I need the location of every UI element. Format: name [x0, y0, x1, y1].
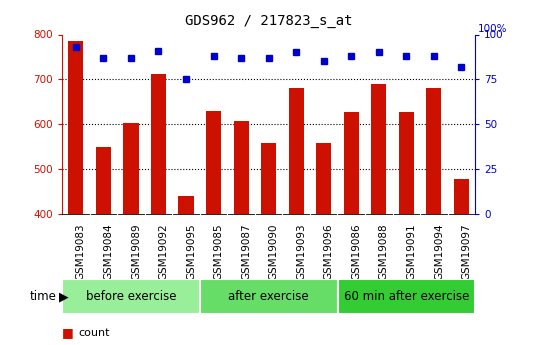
Text: GSM19087: GSM19087 — [241, 224, 251, 280]
Bar — [178, 196, 194, 214]
Bar — [151, 74, 166, 214]
Text: GSM19085: GSM19085 — [214, 224, 224, 280]
Bar — [454, 179, 469, 214]
Bar — [261, 143, 276, 214]
Text: 100%: 100% — [478, 24, 508, 34]
Bar — [96, 147, 111, 214]
Text: GSM19084: GSM19084 — [104, 224, 113, 280]
Bar — [123, 123, 139, 214]
Bar — [200, 279, 338, 314]
Bar — [288, 88, 304, 214]
Text: before exercise: before exercise — [86, 290, 176, 303]
Bar — [371, 84, 387, 214]
Text: GSM19091: GSM19091 — [406, 224, 416, 280]
Bar — [233, 121, 249, 214]
Text: GSM19088: GSM19088 — [379, 224, 389, 280]
Text: count: count — [78, 328, 110, 338]
Text: GSM19086: GSM19086 — [351, 224, 361, 280]
Text: 60 min after exercise: 60 min after exercise — [343, 290, 469, 303]
Text: GSM19095: GSM19095 — [186, 224, 196, 280]
Bar — [399, 112, 414, 214]
Text: GSM19093: GSM19093 — [296, 224, 306, 280]
Text: ▶: ▶ — [59, 290, 69, 303]
Text: GDS962 / 217823_s_at: GDS962 / 217823_s_at — [185, 13, 353, 28]
Text: ■: ■ — [62, 326, 74, 339]
Bar — [316, 144, 332, 214]
Text: GSM19097: GSM19097 — [461, 224, 471, 280]
Text: GSM19089: GSM19089 — [131, 224, 141, 280]
Text: ■: ■ — [62, 344, 74, 345]
Text: GSM19090: GSM19090 — [269, 224, 279, 280]
Bar — [426, 88, 442, 214]
Text: GSM19083: GSM19083 — [76, 224, 86, 280]
Bar — [68, 41, 84, 214]
Text: time: time — [30, 290, 57, 303]
Text: after exercise: after exercise — [228, 290, 309, 303]
Text: GSM19096: GSM19096 — [323, 224, 334, 280]
Bar — [338, 279, 475, 314]
Text: GSM19092: GSM19092 — [159, 224, 168, 280]
Bar — [62, 279, 200, 314]
Bar — [343, 112, 359, 214]
Text: GSM19094: GSM19094 — [434, 224, 444, 280]
Bar — [206, 111, 221, 214]
